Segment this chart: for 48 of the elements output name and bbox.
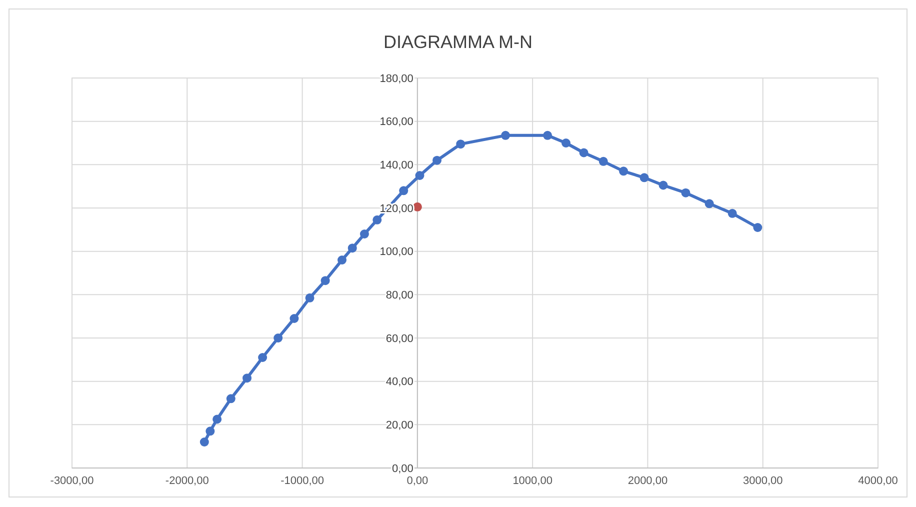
point [619,166,628,176]
y-tick-label: 40,00 [386,376,414,388]
point [543,130,552,140]
x-tick-label: 4000,00 [858,475,898,487]
point [305,293,314,302]
point [598,156,608,166]
point [242,374,252,383]
y-tick-label: 0,00 [392,462,414,475]
point [579,148,588,158]
point [320,276,330,286]
point [681,188,690,198]
y-tick-label: 60,00 [386,332,414,345]
point [399,186,408,196]
point [658,180,668,190]
y-tick-label: 20,00 [386,420,414,432]
point [415,171,424,180]
y-tick-label: 80,00 [386,290,414,302]
point [704,199,714,208]
point [360,230,369,238]
point [372,215,382,224]
point [290,314,299,323]
x-tick-label: 1000,00 [512,475,552,487]
x-tick-label: 0,00 [406,475,428,487]
point [212,414,222,424]
point [338,256,347,264]
x-tick-label: 3000,00 [742,475,783,487]
point [258,353,268,362]
x-tick-label: -3000,00 [50,475,94,487]
y-tick-label: 180,00 [380,72,414,85]
x-tick-label: -1000,00 [280,475,324,487]
point [206,426,215,436]
y-tick-label: 160,00 [380,116,414,128]
point [348,244,357,253]
chart-title: DIAGRAMMA M-N [383,32,533,52]
point [200,438,209,446]
point [561,138,570,148]
x-tick-label: 2000,00 [628,475,668,487]
point [432,156,442,165]
x-tick-label: -2000,00 [165,475,209,487]
point [753,223,762,232]
point [274,334,283,342]
point [640,173,649,182]
point [728,208,737,218]
point [456,140,466,149]
y-tick-label: 100,00 [380,246,414,258]
y-tick-label: 140,00 [380,160,414,172]
point [501,130,510,140]
point [226,394,236,404]
